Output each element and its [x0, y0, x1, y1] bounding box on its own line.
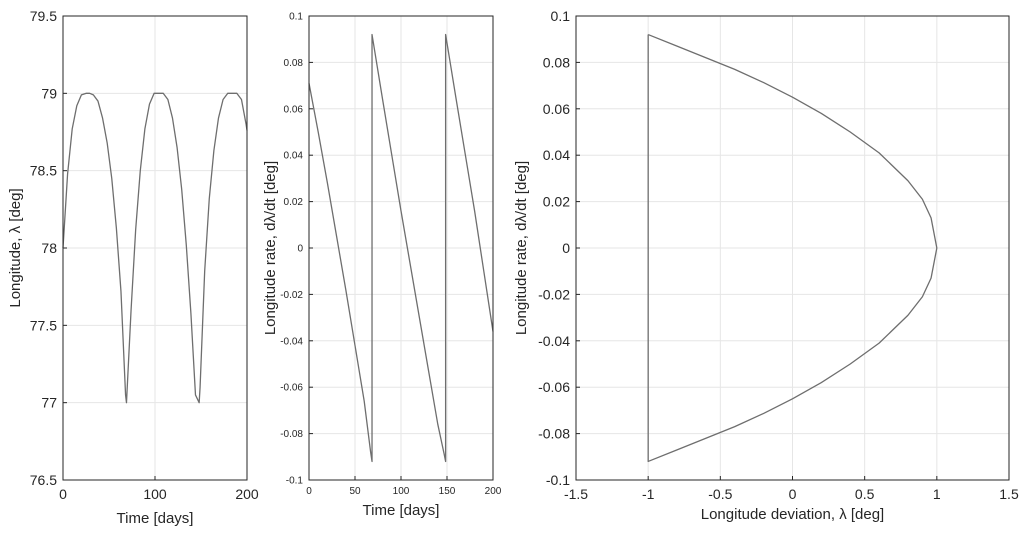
y-tick-label: 0.1 — [551, 8, 571, 24]
x-tick-label: 0.5 — [855, 486, 875, 502]
y-tick-label: 76.5 — [30, 472, 57, 488]
x-tick-label: 200 — [235, 486, 259, 502]
x-tick-label: 0 — [59, 486, 67, 502]
y-tick-label: -0.02 — [538, 286, 570, 302]
y-tick-label: 0.1 — [289, 12, 303, 23]
x-tick-label: 0 — [306, 486, 312, 497]
y-tick-label: 0.04 — [284, 151, 304, 162]
y-axis-label: Longitude, λ [deg] — [7, 188, 24, 307]
x-axis-label: Time [days] — [117, 510, 194, 527]
x-tick-label: -1.5 — [564, 486, 588, 502]
y-tick-label: 77 — [41, 395, 57, 411]
axes-box — [308, 15, 494, 481]
y-tick-label: 0 — [562, 240, 570, 256]
y-tick-label: 0.04 — [543, 147, 570, 163]
y-tick-label: 0.08 — [543, 54, 570, 70]
y-tick-label: -0.08 — [280, 429, 303, 440]
y-tick-label: 79.5 — [30, 8, 57, 24]
y-tick-label: -0.08 — [538, 426, 570, 442]
x-tick-label: 1 — [933, 486, 941, 502]
y-tick-label: 79 — [41, 85, 57, 101]
x-tick-label: 150 — [439, 486, 456, 497]
y-tick-label: -0.04 — [280, 336, 303, 347]
x-tick-label: -1 — [642, 486, 655, 502]
series-line — [308, 33, 494, 463]
series-line — [62, 92, 248, 404]
y-tick-label: -0.02 — [280, 290, 303, 301]
y-tick-label: -0.04 — [538, 333, 570, 349]
y-tick-label: 77.5 — [30, 317, 57, 333]
x-tick-label: 1.5 — [999, 486, 1019, 502]
y-axis-label: Longitude rate, dλ/dt [deg] — [513, 161, 530, 335]
x-tick-label: 0 — [789, 486, 797, 502]
y-tick-label: 0.02 — [284, 197, 304, 208]
chart-3: -1.5 -1 -0.5 0 0.5 1 1.5 -0.1 -0.08 -0.06 -0.04 -0.… — [513, 8, 1019, 523]
y-tick-label: 0 — [297, 244, 303, 255]
axes-box — [575, 15, 1010, 481]
x-tick-label: 50 — [349, 486, 361, 497]
chart-2: 0 50 100 150 200 -0.1 -0.08 -0.06 -0.04 -0.02 0 0.0… — [262, 12, 502, 520]
y-tick-label: 78 — [41, 240, 57, 256]
axes-box — [62, 15, 248, 481]
y-tick-label: -0.1 — [286, 476, 304, 487]
y-tick-label: 0.08 — [284, 58, 304, 69]
series-line — [647, 33, 938, 463]
x-axis-label: Time [days] — [363, 502, 440, 519]
y-tick-label: -0.06 — [280, 383, 303, 394]
y-tick-label: -0.06 — [538, 379, 570, 395]
x-tick-label: 200 — [485, 486, 502, 497]
y-tick-label: -0.1 — [546, 472, 570, 488]
y-tick-label: 0.02 — [543, 194, 570, 210]
y-axis-label: Longitude rate, dλ/dt [deg] — [262, 161, 279, 335]
y-tick-label: 78.5 — [30, 163, 57, 179]
x-tick-label: -0.5 — [708, 486, 732, 502]
x-tick-label: 100 — [393, 486, 410, 497]
x-axis-label: Longitude deviation, λ [deg] — [701, 506, 884, 523]
y-tick-label: 0.06 — [284, 104, 304, 115]
y-tick-label: 0.06 — [543, 101, 570, 117]
x-tick-label: 100 — [143, 486, 167, 502]
chart-1: 0 100 200 76.5 77 77.5 78 78.5 79 79.5 Time [days]… — [7, 8, 259, 527]
